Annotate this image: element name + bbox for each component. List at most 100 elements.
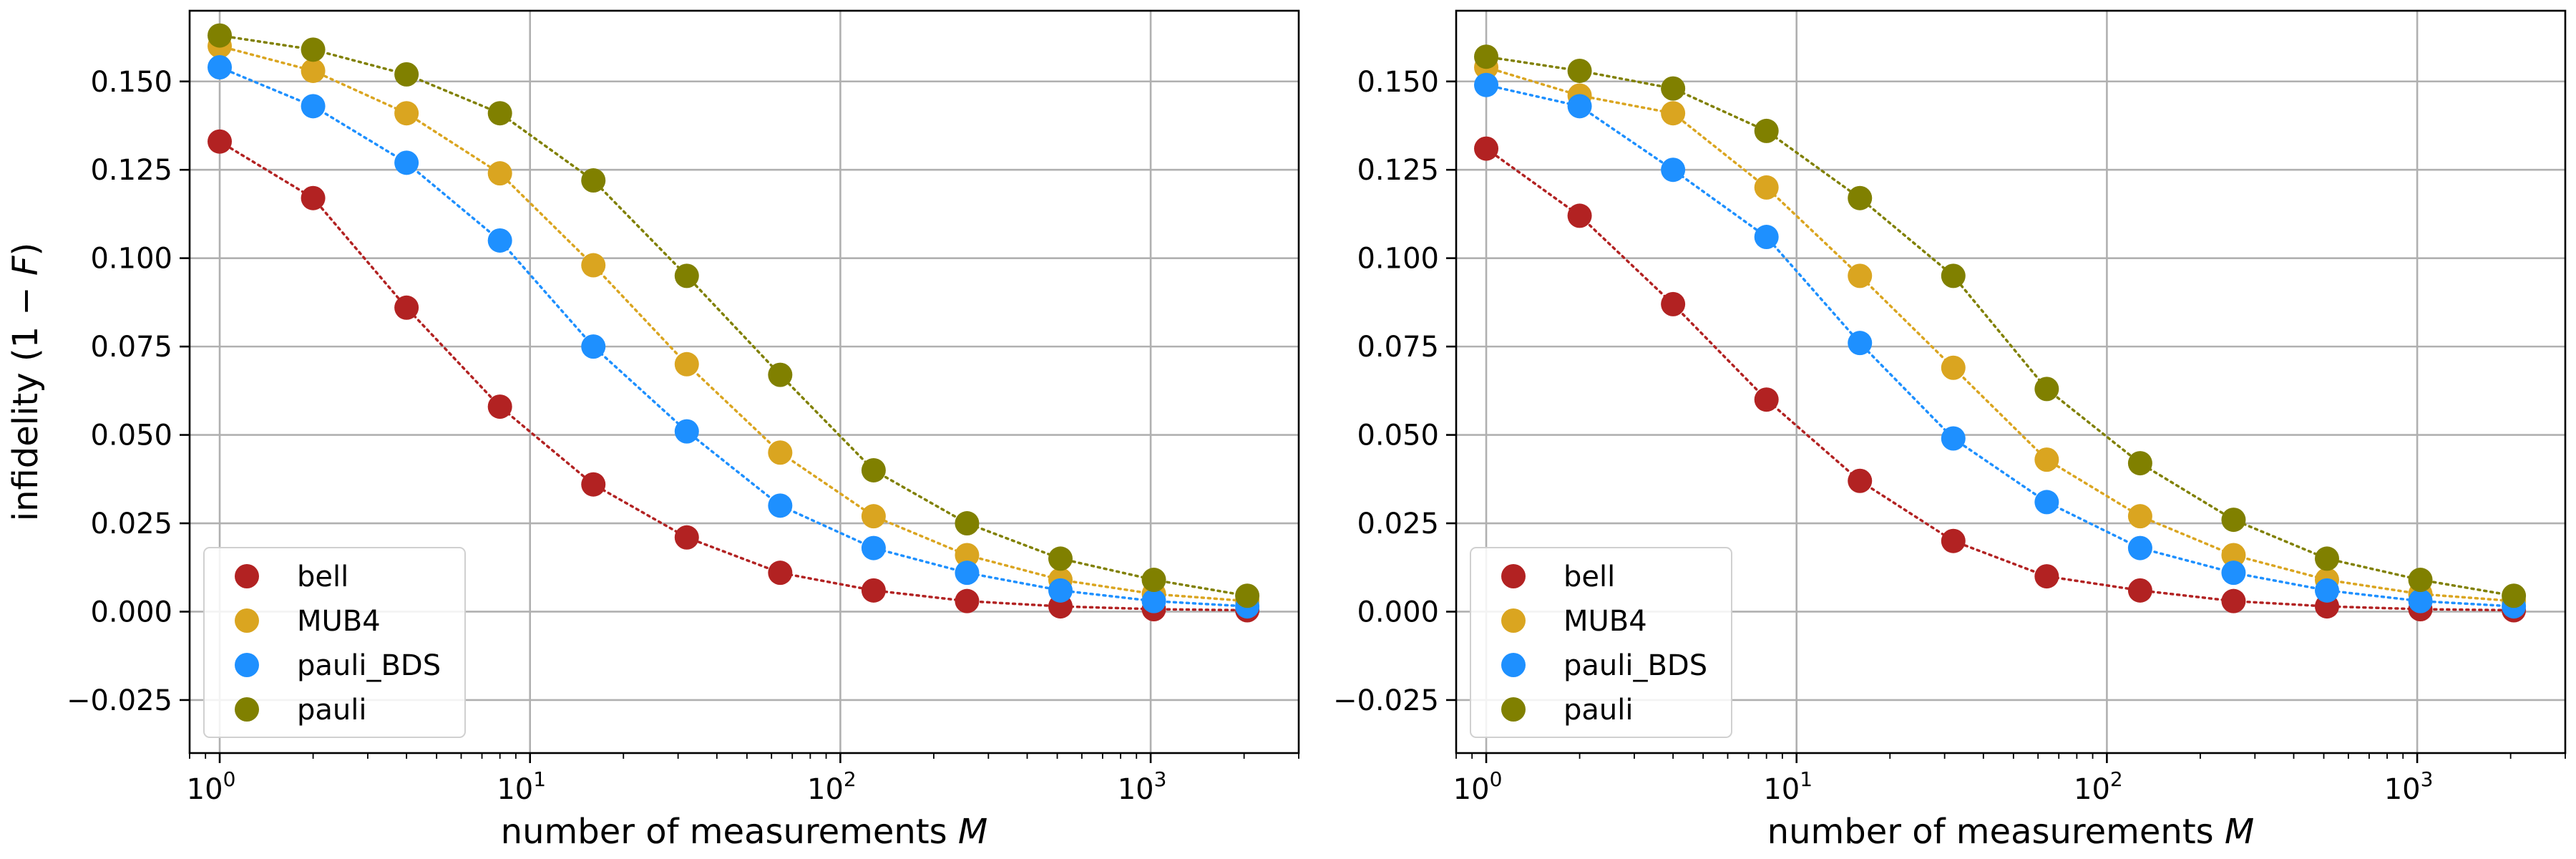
data-point-MUB4 — [768, 440, 793, 465]
data-point-pauli_BDS — [2221, 560, 2246, 586]
x-tick-label: 101 — [497, 767, 546, 806]
legend-marker-pauli — [1501, 697, 1526, 722]
data-point-pauli_BDS — [955, 560, 980, 586]
series-line-bell — [1485, 147, 2515, 612]
series-line-pauli_BDS — [1485, 83, 2515, 608]
data-point-pauli — [301, 37, 326, 62]
series-pauli_BDS — [1474, 72, 2527, 619]
y-tick-label: −0.025 — [1333, 684, 1439, 717]
data-point-bell — [1848, 468, 1873, 493]
data-point-bell — [861, 578, 886, 603]
data-point-pauli — [2127, 451, 2152, 476]
legend-label-pauli_BDS: pauli_BDS — [1563, 649, 1707, 682]
y-tick-label: 0.100 — [1357, 243, 1439, 276]
data-point-MUB4 — [955, 543, 980, 568]
data-point-pauli_BDS — [208, 55, 233, 80]
legend-label-bell: bell — [1563, 560, 1615, 593]
data-point-MUB4 — [1661, 101, 1686, 126]
data-point-pauli — [1941, 263, 1966, 288]
y-tick-label: 0.150 — [90, 66, 172, 99]
legend-label-pauli: pauli — [1563, 694, 1633, 727]
y-tick-label: 0.025 — [90, 508, 172, 540]
data-point-pauli — [1235, 583, 1260, 608]
data-point-pauli — [487, 101, 512, 126]
x-axis-label: number of measurements M — [501, 812, 988, 852]
data-point-pauli_BDS — [1567, 94, 1592, 119]
y-tick-label: 0.000 — [1357, 596, 1439, 629]
x-tick-label: 100 — [1453, 767, 1503, 806]
data-point-bell — [1754, 387, 1779, 412]
legend-marker-pauli_BDS — [1501, 653, 1526, 677]
legend-label-pauli: pauli — [297, 694, 366, 727]
data-point-pauli_BDS — [581, 334, 606, 359]
data-point-pauli — [2502, 583, 2527, 608]
data-point-pauli_BDS — [2408, 588, 2433, 613]
data-point-pauli_BDS — [1474, 72, 1499, 97]
data-point-MUB4 — [674, 351, 699, 377]
data-point-pauli — [1848, 185, 1873, 210]
data-point-pauli — [1141, 568, 1166, 593]
data-point-pauli — [2221, 508, 2246, 533]
data-point-bell — [1661, 291, 1686, 316]
legend-box — [203, 547, 466, 738]
y-tick-label: 0.150 — [1357, 66, 1439, 99]
data-point-pauli — [1567, 58, 1592, 83]
data-point-pauli_BDS — [1141, 588, 1166, 613]
data-point-pauli_BDS — [1754, 225, 1779, 250]
series-line-pauli — [1485, 55, 2515, 598]
x-tick-label: 102 — [2074, 767, 2123, 806]
data-point-pauli — [1754, 118, 1779, 143]
y-tick-label: 0.050 — [1357, 419, 1439, 452]
data-point-pauli — [2408, 568, 2433, 593]
y-tick-label: −0.025 — [67, 684, 172, 717]
data-point-bell — [1474, 136, 1499, 161]
data-point-pauli — [2034, 377, 2059, 402]
x-tick-label: 100 — [187, 767, 236, 806]
y-tick-label: 0.125 — [1357, 154, 1439, 187]
legend-label-bell: bell — [297, 560, 348, 593]
data-point-pauli_BDS — [1661, 157, 1686, 183]
data-point-pauli — [208, 23, 233, 48]
data-point-MUB4 — [581, 253, 606, 278]
x-tick-label: 103 — [1118, 767, 1167, 806]
data-point-MUB4 — [2221, 543, 2246, 568]
legend-marker-MUB4 — [1501, 608, 1526, 633]
data-point-MUB4 — [1754, 175, 1779, 200]
y-tick-label: 0.025 — [1357, 508, 1439, 540]
data-point-pauli_BDS — [394, 150, 419, 175]
data-point-pauli — [1474, 44, 1499, 69]
data-point-pauli — [394, 62, 419, 87]
y-tick-label: 0.125 — [90, 154, 172, 187]
x-tick-label: 103 — [2384, 767, 2434, 806]
series-pauli — [208, 23, 1260, 608]
legend-marker-bell — [1501, 564, 1526, 588]
legend-label-MUB4: MUB4 — [1563, 605, 1647, 638]
series-line-MUB4 — [1485, 66, 2515, 603]
data-point-MUB4 — [1941, 355, 1966, 380]
data-point-MUB4 — [301, 58, 326, 83]
legend-marker-MUB4 — [235, 608, 259, 633]
data-point-MUB4 — [2127, 504, 2152, 529]
data-point-pauli_BDS — [1941, 426, 1966, 451]
data-point-pauli — [768, 362, 793, 387]
x-axis-label: number of measurements M — [1767, 812, 2255, 852]
data-point-MUB4 — [487, 161, 512, 186]
series-line-MUB4 — [218, 44, 1249, 603]
data-point-bell — [394, 295, 419, 320]
series-line-pauli — [218, 34, 1249, 598]
data-point-bell — [1567, 203, 1592, 228]
data-point-pauli — [1048, 546, 1073, 571]
data-point-pauli_BDS — [674, 419, 699, 444]
data-point-bell — [1941, 528, 1966, 553]
legend-label-MUB4: MUB4 — [297, 605, 381, 638]
series-MUB4 — [1474, 55, 2527, 613]
legend-label-pauli_BDS: pauli_BDS — [297, 649, 441, 682]
plot-frame — [188, 9, 1300, 754]
data-point-bell — [674, 525, 699, 550]
data-point-bell — [208, 129, 233, 154]
data-point-pauli_BDS — [1048, 578, 1073, 603]
data-point-bell — [581, 472, 606, 497]
data-point-bell — [487, 394, 512, 419]
